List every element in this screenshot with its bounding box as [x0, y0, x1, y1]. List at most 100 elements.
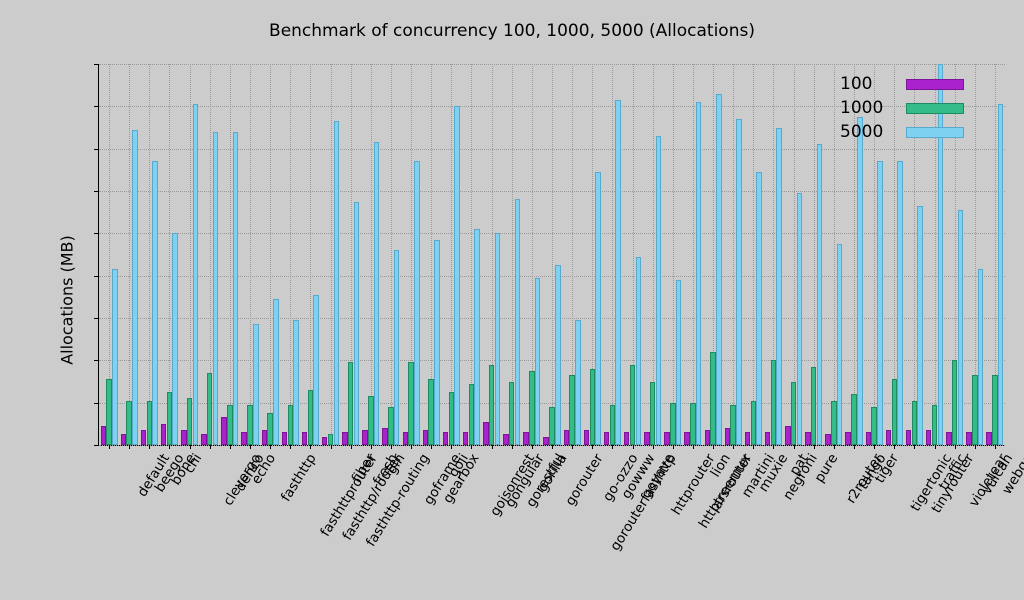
x-tick-mark [713, 445, 715, 449]
y-tick-mark [94, 318, 99, 319]
bar-s100 [563, 430, 570, 445]
x-tick-mark [974, 445, 976, 449]
bar-s1000 [388, 406, 394, 445]
bar-s5000 [796, 193, 803, 445]
bar-group [965, 64, 985, 449]
bar-s5000 [857, 116, 863, 445]
bar-s100 [623, 432, 630, 445]
bar-s100 [281, 432, 288, 445]
bar-s100 [664, 432, 670, 445]
bar-group [562, 64, 582, 449]
bar-group [864, 64, 884, 449]
bar-s1000 [911, 400, 918, 445]
x-tick-mark [934, 445, 936, 449]
bar-s100 [986, 432, 992, 445]
bar-group [924, 64, 944, 449]
bar-s5000 [555, 265, 561, 445]
bar-group [743, 64, 763, 449]
bar-s100 [422, 430, 429, 445]
bar-group [884, 64, 904, 449]
bar-s5000 [112, 269, 118, 445]
x-tick-mark [471, 445, 473, 449]
x-tick-mark [994, 445, 996, 449]
bar-s5000 [615, 99, 621, 445]
bar-s5000 [675, 279, 682, 445]
bar-s1000 [649, 381, 656, 445]
bar-s100 [523, 432, 529, 445]
bar-group [119, 64, 139, 449]
bar-s5000 [192, 104, 199, 445]
bar-s1000 [106, 379, 112, 445]
bar-group [240, 64, 260, 449]
bar-s100 [321, 436, 328, 445]
bar-s100 [966, 432, 972, 445]
bar-s5000 [957, 210, 964, 445]
bar-group [945, 64, 965, 449]
bar-s100 [483, 421, 489, 445]
bar-group [985, 64, 1005, 449]
bar-group [542, 64, 562, 449]
bar-group [663, 64, 683, 449]
x-tick-mark [290, 445, 292, 449]
bar-s1000 [891, 379, 897, 445]
bar-s1000 [670, 402, 676, 445]
bar-s100 [221, 417, 227, 445]
bar-s1000 [166, 392, 173, 445]
bar-group [280, 64, 300, 449]
bar-s1000 [690, 402, 696, 445]
bar-s1000 [750, 400, 757, 445]
bar-s1000 [287, 404, 293, 445]
x-tick-mark [390, 445, 392, 449]
bar-s1000 [529, 370, 535, 445]
bar-s5000 [434, 239, 440, 445]
bar-s100 [442, 432, 449, 445]
x-tick-mark [531, 445, 533, 449]
bar-s1000 [951, 360, 958, 445]
bar-group [159, 64, 179, 449]
bar-s100 [462, 432, 469, 445]
legend-item-1000: 1000 [840, 96, 1004, 120]
x-tick-mark [793, 445, 795, 449]
bar-s1000 [347, 362, 354, 445]
x-tick-mark [652, 445, 654, 449]
bar-s5000 [273, 298, 279, 445]
bar-group [643, 64, 663, 449]
bar-group [482, 64, 502, 449]
x-tick-mark [411, 445, 413, 449]
x-tick-mark [330, 445, 332, 449]
bar-group [180, 64, 200, 449]
bar-s1000 [851, 394, 857, 445]
bar-s5000 [595, 171, 601, 445]
bar-group [220, 64, 240, 449]
bar-s5000 [474, 229, 480, 445]
legend-label-100: 100 [840, 74, 873, 94]
bar-s100 [885, 430, 892, 445]
bar-s1000 [972, 375, 978, 445]
bar-group [139, 64, 159, 449]
bar-s5000 [232, 131, 239, 445]
bar-s100 [362, 430, 368, 445]
bar-group [260, 64, 280, 449]
bar-s100 [865, 432, 872, 445]
bar-s1000 [629, 364, 636, 445]
bar-s5000 [253, 324, 259, 445]
x-tick-mark [692, 445, 694, 449]
bar-group [622, 64, 642, 449]
x-tick-mark [431, 445, 433, 449]
bar-s100 [503, 434, 509, 445]
x-tick-mark [813, 445, 815, 449]
x-tick-mark [894, 445, 896, 449]
bar-group [723, 64, 743, 449]
bar-s5000 [695, 102, 702, 445]
bar-s100 [644, 432, 650, 445]
bar-s100 [603, 432, 610, 445]
bar-s5000 [997, 104, 1004, 445]
y-tick-mark [94, 64, 99, 65]
bar-s100 [946, 432, 952, 445]
legend: 100 1000 5000 [840, 72, 1004, 144]
bar-group [401, 64, 421, 449]
bar-s5000 [655, 135, 662, 445]
bar-s100 [925, 430, 932, 445]
legend-swatch-1000-icon [906, 102, 964, 114]
